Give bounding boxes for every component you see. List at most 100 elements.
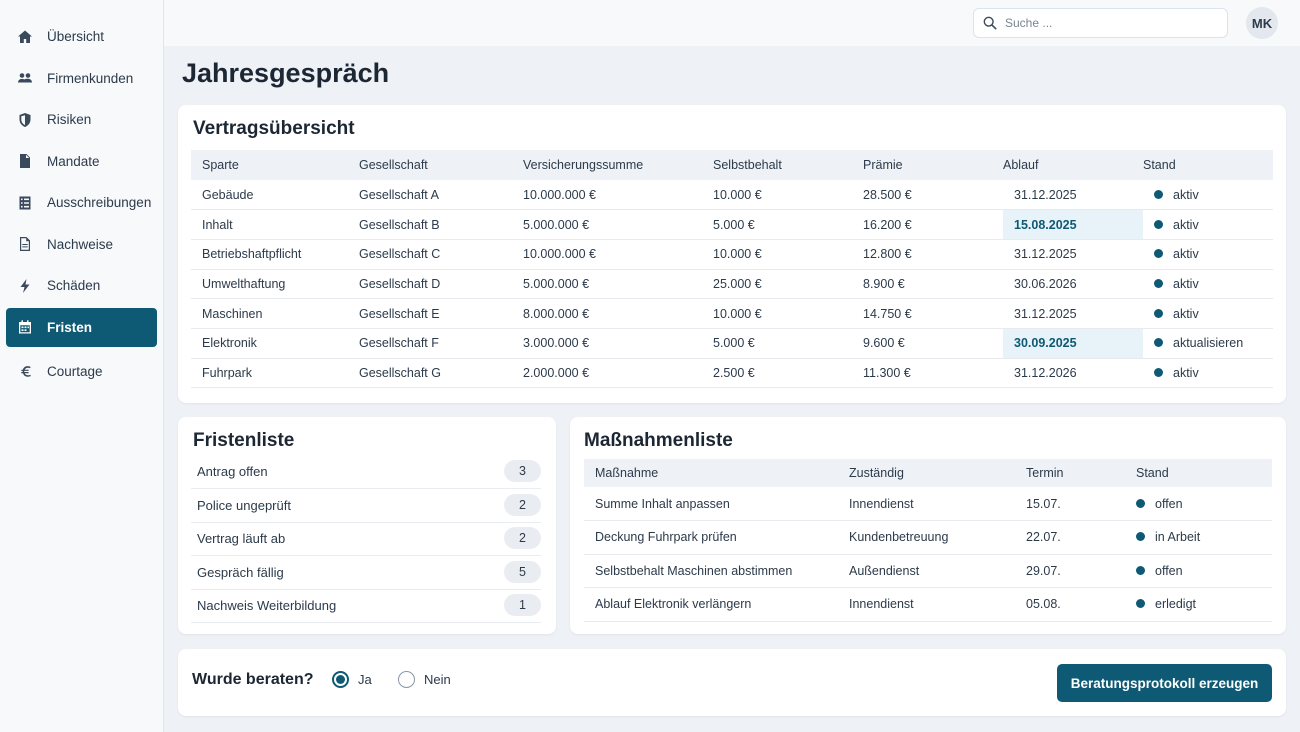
contract-cell-praemie: 11.300 € xyxy=(863,358,1003,389)
contract-cell-gesellschaft: Gesellschaft A xyxy=(359,180,523,211)
sidebar-item-label: Fristen xyxy=(47,319,93,335)
contract-column-header[interactable]: Stand xyxy=(1143,150,1273,180)
sidebar-item-list[interactable]: Ausschreibungen xyxy=(6,183,157,222)
measures-table: Maßnahme Zuständig Termin Stand Summe Inhal… xyxy=(584,459,1272,622)
file-icon xyxy=(17,236,33,252)
measures-row[interactable]: Ablauf Elektronik verlängern Innendienst 0… xyxy=(584,587,1272,622)
measures-column-header[interactable]: Maßnahme xyxy=(584,459,849,487)
measures-cell-massnahme: Selbstbehalt Maschinen abstimmen xyxy=(584,554,849,588)
users-icon xyxy=(17,70,33,86)
measures-column-header[interactable]: Termin xyxy=(1026,459,1136,487)
contract-cell-selbstbehalt: 10.000 € xyxy=(713,180,863,211)
contract-cell-praemie: 8.900 € xyxy=(863,269,1003,300)
status-dot-icon xyxy=(1154,308,1163,318)
contract-column-header[interactable]: Ablauf xyxy=(1003,150,1143,180)
deadline-count-badge: 2 xyxy=(504,493,541,516)
search-box[interactable] xyxy=(973,8,1228,38)
measures-row[interactable]: Deckung Fuhrpark prüfen Kundenbetreuung 22… xyxy=(584,520,1272,555)
contract-cell-sparte: Maschinen xyxy=(191,298,359,329)
deadline-label: Nachweis Weiterbildung xyxy=(197,598,337,613)
sidebar-item-euro[interactable]: Courtage xyxy=(6,352,157,391)
radio-ja-circle[interactable] xyxy=(332,671,349,688)
measures-row[interactable]: Selbstbehalt Maschinen abstimmen Außendie… xyxy=(584,554,1272,588)
measures-column-header[interactable]: Zuständig xyxy=(849,459,1026,487)
contract-row[interactable]: Gebäude Gesellschaft A 10.000.000 €10.000 … xyxy=(191,180,1273,211)
deadline-item[interactable]: Nachweis Weiterbildung 1 xyxy=(191,589,541,623)
contract-column-header[interactable]: Prämie xyxy=(863,150,1003,180)
document-icon xyxy=(17,153,33,169)
contract-cell-summe: 5.000.000 € xyxy=(523,269,713,300)
sidebar-item-label: Nachweise xyxy=(47,236,114,252)
contract-column-header[interactable]: Gesellschaft xyxy=(359,150,523,180)
status-text: aktiv xyxy=(1173,187,1199,202)
generate-protocol-button[interactable]: Beratungsprotokoll erzeugen xyxy=(1057,664,1272,702)
contract-row[interactable]: Umwelthaftung Gesellschaft D 5.000.000 €25… xyxy=(191,269,1273,300)
consultation-question: Wurde beraten? xyxy=(192,671,314,688)
deadline-label: Antrag offen xyxy=(197,464,268,479)
contract-column-header[interactable]: Selbstbehalt xyxy=(713,150,863,180)
sidebar-item-users[interactable]: Firmenkunden xyxy=(6,59,157,98)
contract-cell-praemie: 9.600 € xyxy=(863,328,1003,359)
status-text: aktiv xyxy=(1173,306,1199,321)
deadline-item[interactable]: Gespräch fällig 5 xyxy=(191,556,541,590)
contract-overview-card: Vertragsübersicht Sparte Gesellschaft Vers… xyxy=(178,105,1286,403)
contract-cell-stand: aktiv xyxy=(1143,358,1273,389)
measures-cell-stand: erledigt xyxy=(1136,587,1272,622)
status-text: aktiv xyxy=(1173,365,1199,380)
avatar[interactable]: MK xyxy=(1246,7,1278,39)
status-dot-icon xyxy=(1154,279,1163,289)
sidebar-item-label: Übersicht xyxy=(47,29,105,44)
sidebar-item-label: Courtage xyxy=(47,363,103,379)
contract-cell-summe: 10.000.000 € xyxy=(523,180,713,211)
status-text: aktiv xyxy=(1173,247,1199,262)
measures-cell-termin: 05.08. xyxy=(1026,587,1136,622)
deadline-count-badge: 5 xyxy=(504,560,541,583)
search-input[interactable] xyxy=(1005,16,1205,30)
contract-row[interactable]: Maschinen Gesellschaft E 8.000.000 €10.000… xyxy=(191,298,1273,329)
radio-nein-circle[interactable] xyxy=(398,671,415,688)
radio-ja[interactable]: Ja xyxy=(332,671,372,688)
sidebar-item-document[interactable]: Mandate xyxy=(6,142,157,181)
deadline-item[interactable]: Antrag offen 3 xyxy=(191,455,541,489)
contract-column-header[interactable]: Sparte xyxy=(191,150,359,180)
contract-row[interactable]: Betriebshaftpflicht Gesellschaft C 10.000.… xyxy=(191,239,1273,270)
measures-row[interactable]: Summe Inhalt anpassen Innendienst 15.07. of… xyxy=(584,487,1272,521)
deadline-item[interactable]: Police ungeprüft 2 xyxy=(191,489,541,523)
sidebar-item-bolt[interactable]: Schäden xyxy=(6,266,157,305)
measures-list-card: Maßnahmenliste Maßnahme Zuständig Termin St… xyxy=(570,417,1286,634)
sidebar-item-shield[interactable]: Risiken xyxy=(6,100,157,139)
status-dot-icon xyxy=(1136,532,1145,542)
contract-cell-praemie: 12.800 € xyxy=(863,239,1003,270)
home-icon xyxy=(17,29,33,45)
radio-nein[interactable]: Nein xyxy=(398,671,451,688)
measures-table-header: Maßnahme Zuständig Termin Stand xyxy=(584,459,1272,487)
contract-cell-selbstbehalt: 5.000 € xyxy=(713,209,863,240)
contract-cell-gesellschaft: Gesellschaft G xyxy=(359,358,523,389)
measures-cell-massnahme: Summe Inhalt anpassen xyxy=(584,487,849,521)
contract-row[interactable]: Elektronik Gesellschaft F 3.000.000 €5.000… xyxy=(191,328,1273,359)
sidebar-item-file[interactable]: Nachweise xyxy=(6,225,157,264)
status-dot-icon xyxy=(1136,498,1145,508)
deadline-item[interactable]: Vertrag läuft ab 2 xyxy=(191,522,541,556)
contract-cell-selbstbehalt: 10.000 € xyxy=(713,239,863,270)
status-text: aktualisieren xyxy=(1173,336,1244,351)
contract-cell-gesellschaft: Gesellschaft E xyxy=(359,298,523,329)
contract-row[interactable]: Fuhrpark Gesellschaft G 2.000.000 €2.500 €… xyxy=(191,358,1273,389)
status-dot-icon xyxy=(1154,338,1163,348)
contract-column-header[interactable]: Versicherungssumme xyxy=(523,150,713,180)
sidebar-item-calendar[interactable]: Fristen xyxy=(6,307,157,347)
contract-cell-ablauf: 30.06.2026 xyxy=(1003,269,1143,300)
contract-cell-selbstbehalt: 5.000 € xyxy=(713,328,863,359)
measures-column-header[interactable]: Stand xyxy=(1136,459,1272,487)
contract-table: Sparte Gesellschaft Versicherungssumme Selb… xyxy=(191,150,1273,389)
contract-row[interactable]: Inhalt Gesellschaft B 5.000.000 €5.000 €16… xyxy=(191,209,1273,240)
contract-table-header: Sparte Gesellschaft Versicherungssumme Selb… xyxy=(191,150,1273,180)
contract-cell-ablauf: 31.12.2025 xyxy=(1003,298,1143,329)
measures-cell-termin: 15.07. xyxy=(1026,487,1136,521)
status-dot-icon xyxy=(1154,368,1163,378)
deadline-list-card: Fristenliste Antrag offen 3 Police ungeprü… xyxy=(178,417,556,634)
contract-cell-stand: aktiv xyxy=(1143,180,1273,211)
shield-icon xyxy=(17,112,33,128)
sidebar-item-home[interactable]: Übersicht xyxy=(6,17,157,56)
sidebar-item-label: Ausschreibungen xyxy=(47,195,152,210)
